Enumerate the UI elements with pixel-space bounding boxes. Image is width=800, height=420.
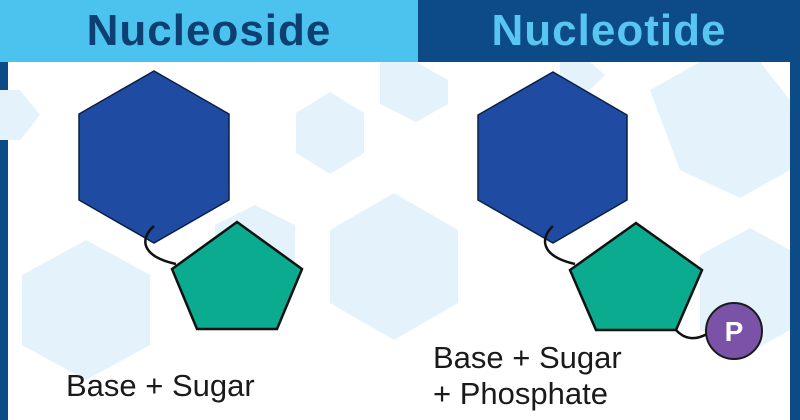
nucleotide-title: Nucleotide <box>418 0 800 62</box>
nucleotide-formula: Base + Sugar + Phosphate <box>433 340 622 412</box>
phosphate-label: P <box>725 316 744 347</box>
left-border <box>0 62 8 420</box>
bg-hexagon <box>0 90 40 140</box>
nucleotide-base-hexagon <box>477 71 628 244</box>
molecule-diagram: P <box>0 62 800 420</box>
nucleoside-base-hexagon <box>78 70 230 244</box>
bg-hexagon <box>296 92 364 174</box>
bg-hexagon <box>380 62 448 122</box>
nucleoside-glycosidic-bond <box>144 225 177 266</box>
bg-hexagon <box>22 240 150 380</box>
nucleotide-formula-line2: + Phosphate <box>433 376 608 411</box>
nucleotide-sugar-pentagon <box>568 221 704 332</box>
phosphate-bond <box>675 329 708 340</box>
nucleotide-glycosidic-bond <box>543 225 576 266</box>
bg-hexagon <box>650 62 790 198</box>
right-border <box>790 62 800 420</box>
bg-hexagon <box>330 193 458 340</box>
nucleoside-formula: Base + Sugar <box>66 368 255 403</box>
phosphate-circle <box>705 302 763 360</box>
nucleoside-title: Nucleoside <box>0 0 418 62</box>
nucleotide-formula-line1: Base + Sugar <box>433 340 622 375</box>
nucleoside-sugar-pentagon <box>170 220 304 331</box>
